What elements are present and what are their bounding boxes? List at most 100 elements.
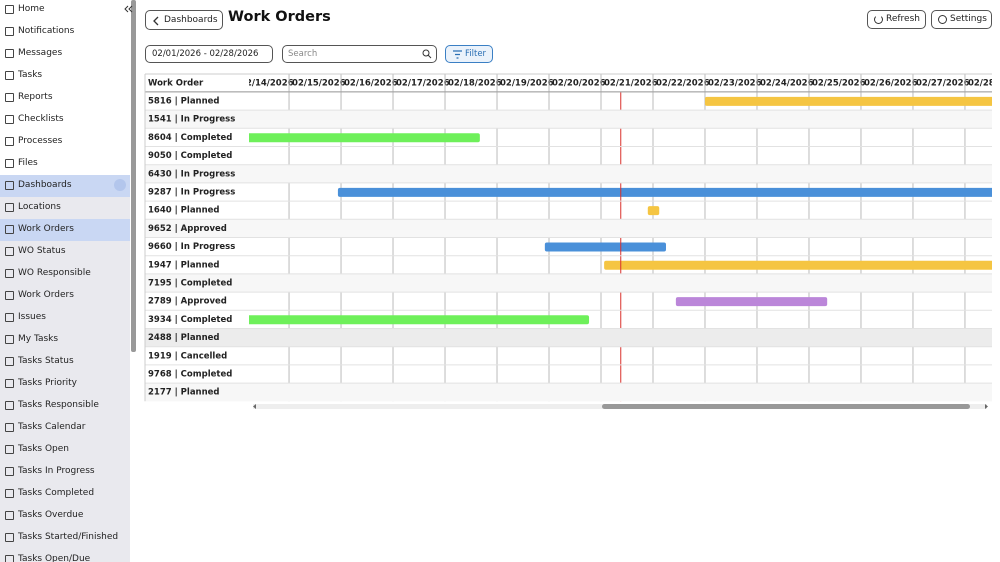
nav-icon <box>5 137 14 146</box>
nav-item[interactable]: Tasks Priority <box>0 373 130 395</box>
x-tick-label: 02/25/2026 <box>812 79 866 89</box>
nav-item[interactable]: Tasks Started/Finished <box>0 527 130 549</box>
nav-item[interactable]: Tasks Open/Due <box>0 549 130 562</box>
nav-item[interactable]: Reports <box>0 87 130 109</box>
collapse-button[interactable] <box>122 3 134 15</box>
nav-icon <box>5 555 14 562</box>
x-tick-label: 02/19/2026 <box>500 79 554 89</box>
row-label: 1947 | Planned <box>148 260 220 270</box>
row-label: 9768 | Completed <box>148 370 232 380</box>
filter-button[interactable]: Filter <box>445 45 493 63</box>
date-range-input[interactable]: 02/01/2026 - 02/28/2026 <box>145 45 273 63</box>
nav-item[interactable]: My Tasks <box>0 329 130 351</box>
nav-label: WO Responsible <box>18 268 91 278</box>
gantt-bar <box>337 187 992 197</box>
column-header: Work Order <box>148 79 204 89</box>
x-tick-label: 02/14/2026 <box>240 79 294 89</box>
nav-label: Work Orders <box>18 224 74 234</box>
nav-item[interactable]: Tasks Overdue <box>0 505 130 527</box>
nav-icon <box>5 181 14 190</box>
x-tick-label: 02/20/2026 <box>552 79 606 89</box>
row-label: 1541 | In Progress <box>148 115 235 125</box>
sidebar-scrollbar[interactable] <box>131 0 136 352</box>
x-tick-label: 02/24/2026 <box>760 79 814 89</box>
settings-button[interactable]: Settings <box>931 10 992 29</box>
nav-item[interactable]: Processes <box>0 131 130 153</box>
nav-item[interactable]: Checklists <box>0 109 130 131</box>
gantt-bar <box>604 260 992 270</box>
nav-icon <box>5 467 14 476</box>
row-bg <box>145 219 992 238</box>
nav-icon <box>5 71 14 80</box>
nav-item[interactable]: Notifications <box>0 21 130 43</box>
nav-label: Notifications <box>18 26 75 36</box>
nav-label: Reports <box>18 92 53 102</box>
nav-icon <box>5 489 14 498</box>
x-tick-label: 02/27/2026 <box>916 79 970 89</box>
nav-label: Locations <box>18 202 61 212</box>
nav-item[interactable]: Tasks In Progress <box>0 461 130 483</box>
x-tick-label: 02/26/2026 <box>864 79 918 89</box>
nav-item[interactable]: Tasks Responsible <box>0 395 130 417</box>
nav-label: Home <box>18 4 45 14</box>
nav-label: Tasks Open <box>18 444 70 454</box>
refresh-button[interactable]: Refresh <box>867 10 926 29</box>
row-bg <box>145 328 992 347</box>
nav-icon <box>5 511 14 520</box>
nav-icon <box>5 115 14 124</box>
row-bg <box>145 164 992 183</box>
nav-item[interactable]: Tasks <box>0 65 130 87</box>
nav-item[interactable]: Messages <box>0 43 130 65</box>
search-input[interactable]: Search <box>282 45 437 63</box>
row-label: 3934 | Completed <box>148 315 232 325</box>
nav-icon <box>5 335 14 344</box>
nav-item[interactable]: Issues <box>0 307 130 329</box>
row-label: 5816 | Planned <box>148 97 220 107</box>
nav-label: Processes <box>18 136 63 146</box>
nav-icon <box>5 247 14 256</box>
nav-label: Tasks In Progress <box>18 466 95 476</box>
filter-label: Filter <box>465 49 487 59</box>
nav-label: Tasks Started/Finished <box>18 532 119 542</box>
nav-item[interactable]: Tasks Status <box>0 351 130 373</box>
nav-icon <box>5 445 14 454</box>
nav-item[interactable]: WO Responsible <box>0 263 130 285</box>
nav-icon <box>5 225 14 234</box>
nav-label: WO Status <box>18 246 66 256</box>
expand-icon[interactable] <box>114 179 126 191</box>
row-label: 2177 | Planned <box>148 388 220 398</box>
nav-item[interactable]: Tasks Open <box>0 439 130 461</box>
back-label: Dashboards <box>164 15 218 25</box>
h-scroll-thumb[interactable] <box>602 404 970 409</box>
back-button[interactable]: Dashboards <box>145 10 223 30</box>
nav-label: Tasks Priority <box>18 378 78 388</box>
gantt-bar <box>544 242 666 252</box>
nav-icon <box>5 159 14 168</box>
nav-icon <box>5 269 14 278</box>
nav-icon <box>5 379 14 388</box>
row-label: 9660 | In Progress <box>148 242 235 252</box>
nav-item[interactable]: Files <box>0 153 130 175</box>
x-tick-label: 02/22/2026 <box>656 79 710 89</box>
nav-item[interactable]: Tasks Completed <box>0 483 130 505</box>
row-label: 9287 | In Progress <box>148 188 235 198</box>
nav-icon <box>5 423 14 432</box>
nav-item[interactable]: WO Status <box>0 241 130 263</box>
nav-item[interactable]: Locations <box>0 197 130 219</box>
nav-item[interactable]: Work Orders <box>0 285 130 307</box>
row-label: 8604 | Completed <box>148 133 232 143</box>
nav-item[interactable]: Dashboards <box>0 175 130 197</box>
x-tick-label: 02/16/2026 <box>344 79 398 89</box>
nav-label: Tasks Overdue <box>18 510 84 520</box>
nav-item[interactable]: Home <box>0 0 130 21</box>
nav-icon <box>5 5 14 14</box>
nav-item[interactable]: Work Orders <box>0 219 130 241</box>
page-title: Work Orders <box>228 9 331 25</box>
nav-icon <box>5 533 14 542</box>
nav-label: Issues <box>18 312 46 322</box>
nav-item[interactable]: Tasks Calendar <box>0 417 130 439</box>
row-label: 2488 | Planned <box>148 333 220 343</box>
x-tick-label: 02/28/2026 <box>968 79 1000 89</box>
